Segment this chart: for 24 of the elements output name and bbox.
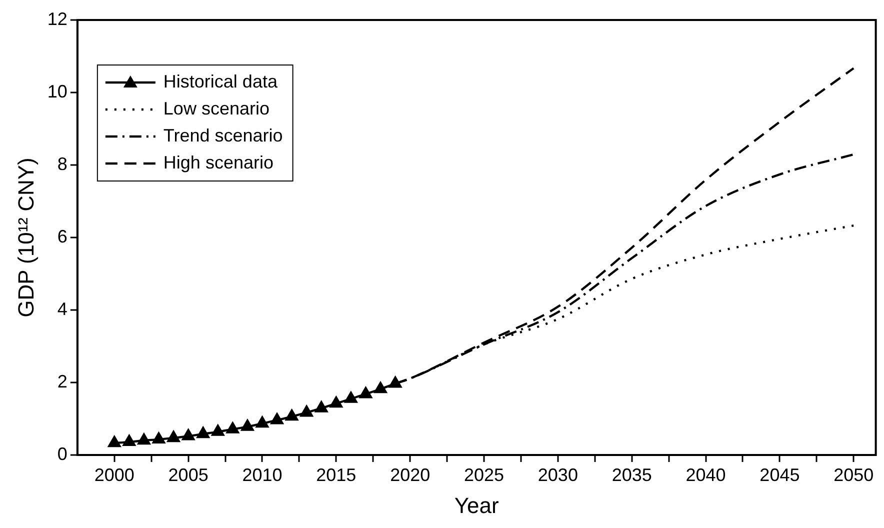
x-tick-label: 2010 bbox=[242, 464, 282, 485]
y-tick-label: 8 bbox=[57, 154, 68, 174]
legend-label: High scenario bbox=[163, 152, 274, 172]
x-tick-label: 2030 bbox=[538, 464, 578, 485]
x-tick-label: 2050 bbox=[834, 464, 874, 485]
y-tick-label: 0 bbox=[57, 444, 68, 464]
legend-label: Trend scenario bbox=[163, 125, 283, 146]
legend-label: Historical data bbox=[163, 71, 278, 92]
y-tick-label: 2 bbox=[57, 371, 68, 392]
x-tick-label: 2015 bbox=[316, 464, 356, 485]
legend-label: Low scenario bbox=[163, 98, 270, 118]
y-tick-label: 6 bbox=[57, 226, 68, 246]
x-tick-label: 2025 bbox=[464, 464, 504, 485]
x-tick-label: 2035 bbox=[612, 464, 652, 485]
x-tick-label: 2020 bbox=[390, 464, 430, 485]
y-tick-label: 10 bbox=[47, 81, 68, 102]
x-axis-title: Year bbox=[454, 492, 499, 518]
x-tick-label: 2005 bbox=[168, 464, 208, 485]
y-tick-label: 12 bbox=[47, 8, 68, 29]
x-tick-label: 2000 bbox=[94, 464, 134, 485]
x-tick-label: 2045 bbox=[760, 464, 800, 485]
y-axis-title: GDP (10¹² CNY) bbox=[13, 158, 38, 318]
y-tick-label: 4 bbox=[57, 298, 68, 319]
x-tick-label: 2040 bbox=[686, 464, 726, 485]
